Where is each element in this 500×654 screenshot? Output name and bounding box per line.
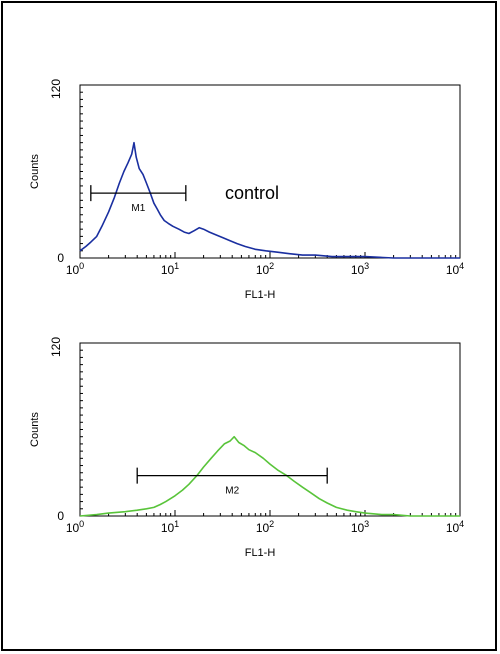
y-tick-label: 120: [49, 79, 63, 99]
y-axis-label: Counts: [29, 412, 41, 447]
x-tick-label: 100: [66, 519, 84, 535]
y-axis-label: Counts: [29, 154, 41, 189]
histogram-panel-2: 0 120 100 101 102 103 104 FL1-H Counts M2: [29, 337, 464, 559]
x-tick-label: 102: [256, 519, 274, 535]
x-axis-label: FL1-H: [245, 547, 276, 559]
x-tick-label: 103: [351, 261, 369, 277]
panel-annotation: control: [225, 183, 279, 203]
x-axis-label: FL1-H: [245, 289, 276, 301]
x-tick-label: 104: [446, 519, 464, 535]
plot-area: [79, 342, 461, 517]
plot-area: [79, 84, 461, 259]
histogram-series-line: [79, 435, 460, 517]
y-tick-label: 120: [49, 337, 63, 357]
y-tick-label: 0: [57, 509, 64, 523]
x-tick-label: 101: [161, 519, 179, 535]
x-tick-label: 103: [351, 519, 369, 535]
x-tick-label: 102: [256, 261, 274, 277]
histogram-panel-1: 0 120 100 101 102 103 104 FL1-H Counts M1 control: [29, 79, 464, 301]
marker-gate-label: M1: [131, 203, 145, 214]
histogram-series-line: [79, 141, 460, 259]
x-tick-label: 104: [446, 261, 464, 277]
marker-gate-label: M2: [225, 486, 239, 497]
x-tick-label: 101: [161, 261, 179, 277]
y-tick-label: 0: [57, 251, 64, 265]
x-tick-label: 100: [66, 261, 84, 277]
